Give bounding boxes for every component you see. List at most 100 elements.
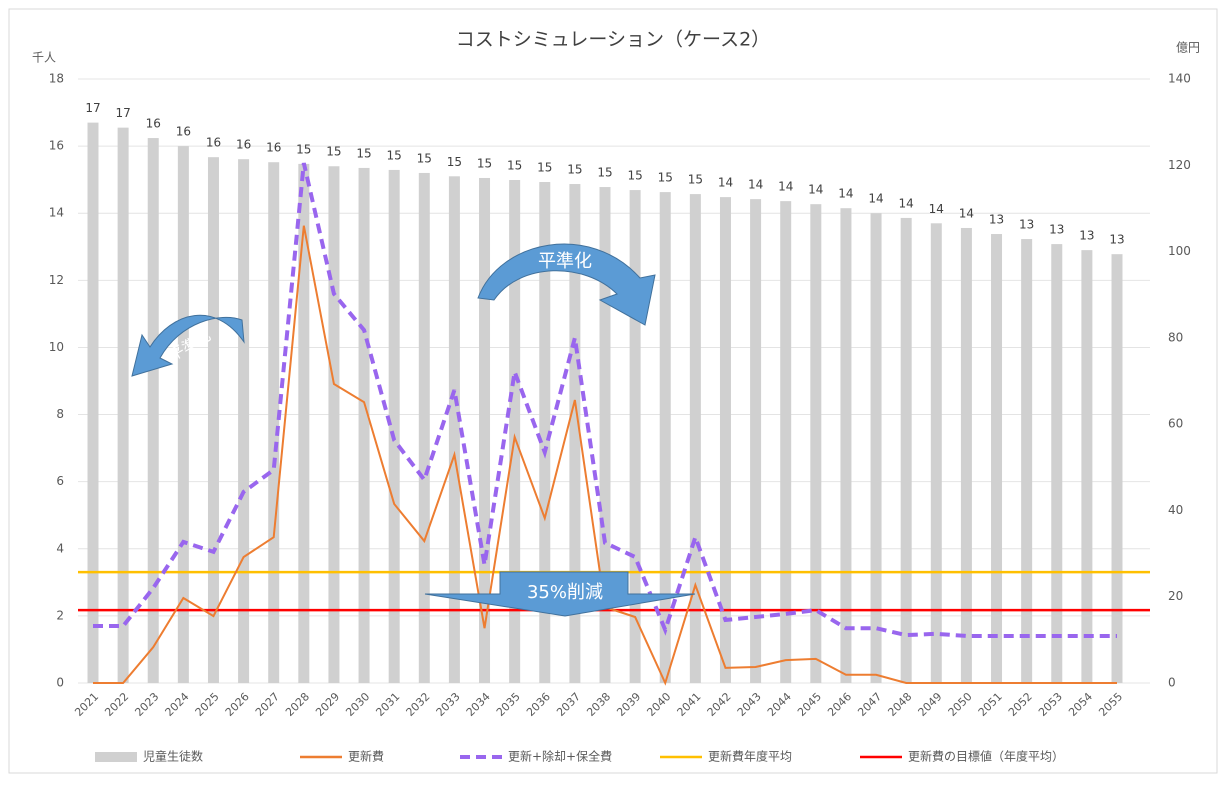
data-label: 14 (718, 176, 733, 190)
data-label: 14 (808, 183, 823, 197)
bar (750, 199, 762, 683)
bar (358, 167, 370, 683)
legend-label: 児童生徒数 (143, 749, 203, 764)
y2-tick-label: 0 (1168, 676, 1176, 690)
bar (900, 217, 912, 684)
data-label: 14 (929, 202, 944, 216)
bar (960, 227, 972, 683)
data-label: 13 (1109, 233, 1124, 247)
data-label: 14 (778, 180, 793, 194)
data-label: 14 (959, 206, 974, 220)
line (93, 162, 1117, 638)
data-label: 14 (899, 196, 914, 210)
data-label: 16 (206, 136, 221, 150)
data-label: 13 (1079, 229, 1094, 243)
data-label: 15 (417, 151, 432, 165)
bar (298, 163, 310, 683)
legend-label: 更新+除却+保全費 (508, 749, 612, 764)
bar (117, 127, 129, 683)
data-label: 15 (597, 166, 612, 180)
data-label: 15 (356, 146, 371, 160)
data-label: 15 (477, 156, 492, 170)
y2-tick-label: 100 (1168, 244, 1191, 258)
bar (991, 234, 1003, 683)
arrow (131, 314, 245, 377)
y-tick-label: 12 (49, 273, 64, 287)
legend-swatch (95, 752, 137, 762)
bar (238, 159, 250, 684)
bar (659, 192, 671, 684)
data-label: 13 (1019, 218, 1034, 232)
y-tick-label: 6 (56, 474, 64, 488)
data-label: 14 (838, 187, 853, 201)
bar (1081, 250, 1093, 683)
legend-label: 更新費 (348, 749, 384, 764)
chart-title: コストシミュレーション（ケース2） (456, 29, 770, 51)
legend-label: 更新費の目標値（年度平均） (908, 749, 1064, 764)
data-label: 15 (447, 155, 462, 169)
y-tick-label: 10 (49, 340, 64, 354)
bar (479, 177, 491, 683)
data-label: 15 (296, 142, 311, 156)
y-tick-label: 0 (56, 676, 64, 690)
y-tick-label: 2 (56, 608, 64, 622)
data-label: 14 (868, 192, 883, 206)
bar (147, 138, 159, 683)
legend-label: 更新費年度平均 (708, 749, 792, 764)
bar (930, 223, 942, 684)
bar (810, 204, 822, 683)
bar (629, 190, 641, 683)
y-tick-label: 18 (49, 72, 64, 86)
bar (870, 213, 882, 683)
bar (569, 184, 581, 684)
bar (1111, 254, 1123, 683)
bar (448, 176, 460, 684)
bar (388, 169, 400, 684)
data-label: 16 (176, 125, 191, 139)
bar (1021, 239, 1033, 683)
bar (539, 182, 551, 683)
data-label: 14 (748, 178, 763, 192)
data-label: 17 (115, 106, 130, 120)
bar (840, 208, 852, 683)
data-label: 15 (567, 163, 582, 177)
arrow (477, 243, 656, 326)
bar (207, 157, 219, 683)
data-label: 15 (326, 145, 341, 159)
y2-tick-label: 60 (1168, 417, 1183, 431)
bar (780, 201, 792, 684)
chart-border (8, 8, 1218, 774)
data-label: 13 (1049, 223, 1064, 237)
bar (599, 187, 611, 683)
data-label: 16 (236, 138, 251, 152)
data-label: 15 (688, 173, 703, 187)
y-tick-label: 16 (49, 139, 64, 153)
y2-tick-label: 140 (1168, 72, 1191, 86)
bar (268, 162, 280, 683)
annotation: 35%削減 (527, 582, 603, 603)
y-tick-label: 4 (56, 541, 64, 555)
data-label: 16 (266, 141, 281, 155)
annotation: 平準化 (538, 251, 592, 272)
y2-tick-label: 40 (1168, 503, 1183, 517)
data-label: 15 (537, 161, 552, 175)
y-axis-unit: 千人 (32, 51, 56, 65)
bar (418, 172, 430, 683)
bar (689, 194, 701, 683)
bar (177, 146, 189, 684)
data-label: 17 (85, 101, 100, 115)
data-label: 16 (146, 117, 161, 131)
bar (87, 122, 99, 684)
y2-tick-label: 120 (1168, 158, 1191, 172)
y2-axis-unit: 億円 (1176, 41, 1200, 55)
y2-tick-label: 20 (1168, 589, 1183, 603)
data-label: 15 (507, 159, 522, 173)
bar (719, 197, 731, 684)
bar (509, 180, 521, 683)
bar (1051, 244, 1063, 684)
bar (328, 166, 340, 683)
data-label: 15 (627, 169, 642, 183)
y2-tick-label: 80 (1168, 330, 1183, 344)
data-label: 15 (658, 171, 673, 185)
